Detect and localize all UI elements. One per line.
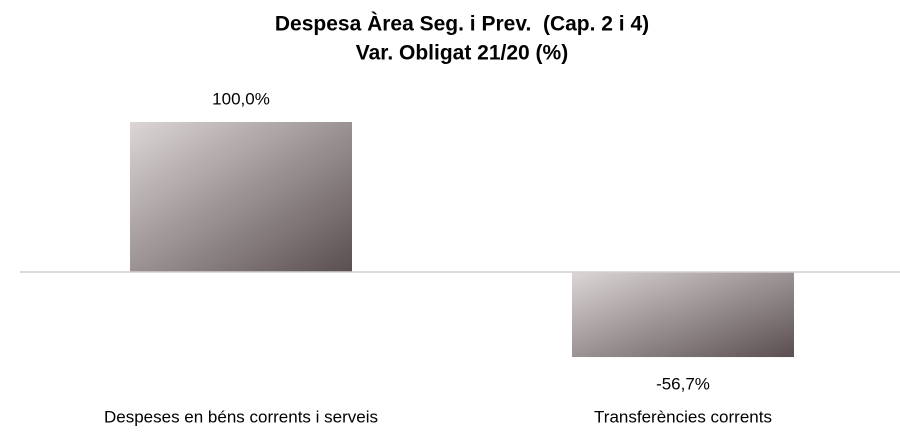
value-label: -56,7% <box>656 375 710 394</box>
chart-subtitle: Var. Obligat 21/20 (%) <box>356 42 568 65</box>
value-label: 100,0% <box>212 89 270 108</box>
x-tick-label: Despeses en béns corrents i serveis <box>104 407 378 426</box>
bar <box>572 272 794 358</box>
bar <box>130 122 352 272</box>
x-tick-label: Transferències corrents <box>594 407 772 426</box>
chart-title: Despesa Àrea Seg. i Prev. (Cap. 2 i 4) <box>275 13 649 36</box>
